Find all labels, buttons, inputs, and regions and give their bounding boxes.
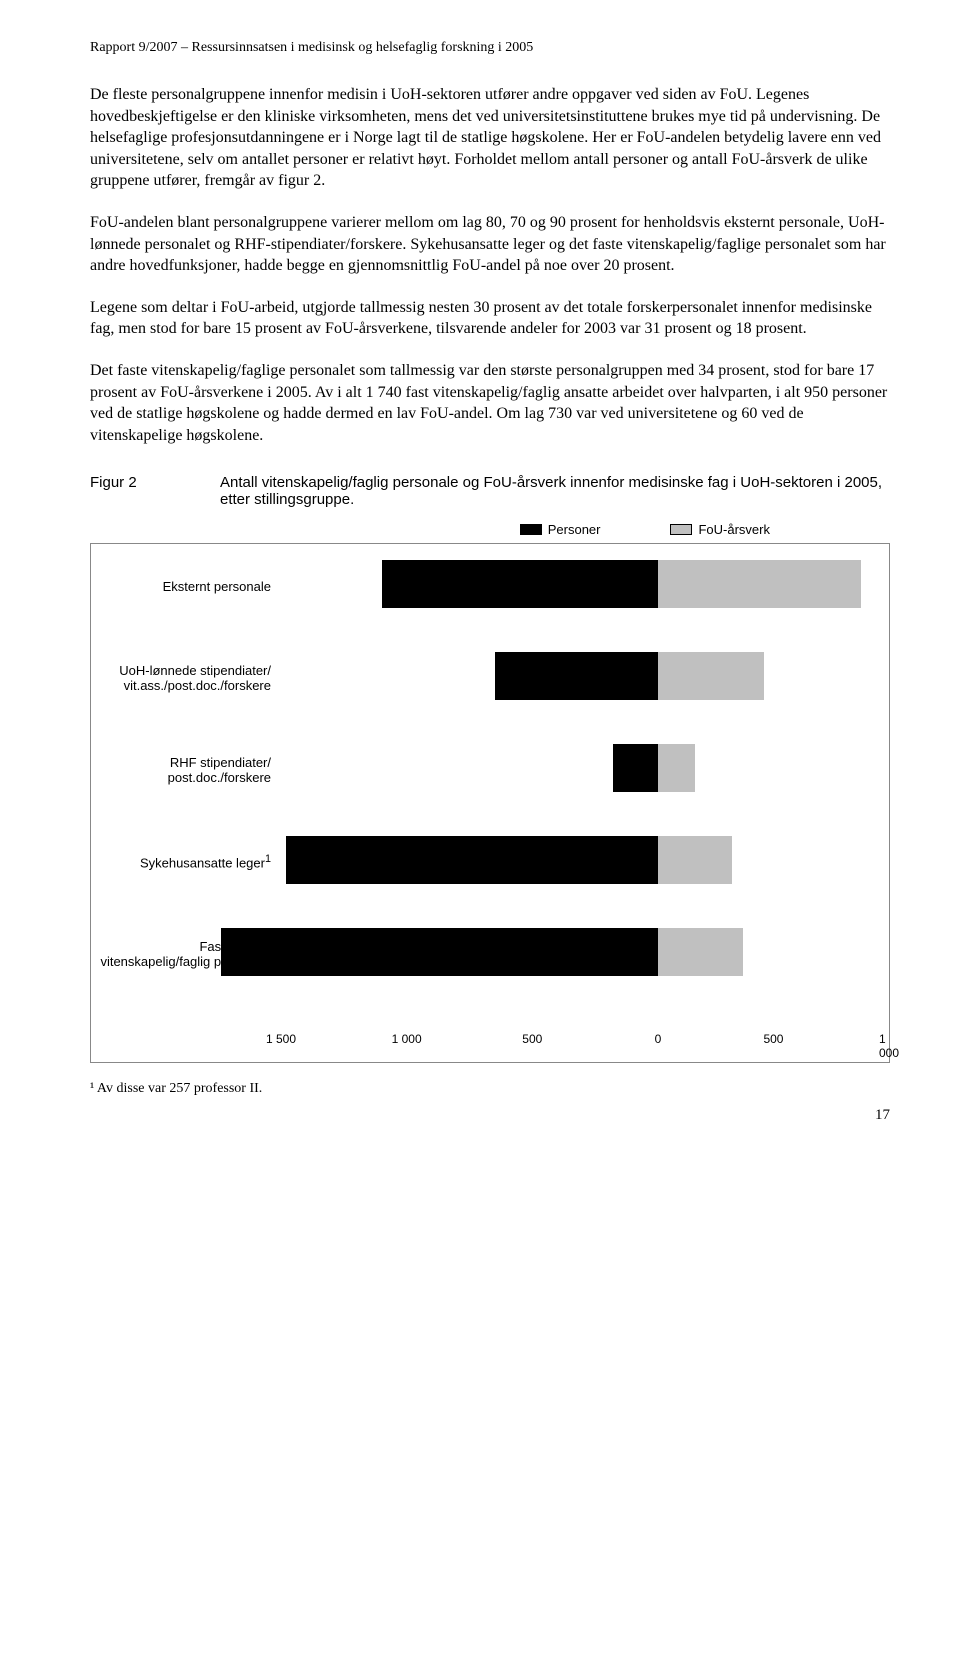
legend-label-fou: FoU-årsverk <box>698 522 770 537</box>
bar-personer <box>286 836 658 884</box>
bar-fou <box>658 836 732 884</box>
chart-row-bars <box>281 740 889 800</box>
chart-row: Fast ansatte vitenskapelig/faglig person… <box>91 924 889 984</box>
bar-personer <box>495 652 658 700</box>
chart-row-label: Sykehusansatte leger1 <box>91 853 281 871</box>
chart-legend: Personer FoU-årsverk <box>90 522 890 537</box>
page-number: 17 <box>90 1107 890 1124</box>
legend-personer: Personer <box>520 522 601 537</box>
chart-row-bars <box>281 648 889 708</box>
figure-label: Figur 2 <box>90 474 220 508</box>
paragraph-3: Legene som deltar i FoU-arbeid, utgjorde… <box>90 297 890 340</box>
axis-tick: 500 <box>763 1032 783 1046</box>
bar-fou <box>658 744 695 792</box>
figure-caption-text: Antall vitenskapelig/faglig personale og… <box>220 474 890 508</box>
chart-row-bars <box>281 832 889 892</box>
paragraph-1: De fleste personalgruppene innenfor medi… <box>90 84 890 192</box>
chart-row-label: UoH-lønnede stipendiater/ vit.ass./post.… <box>91 663 281 694</box>
axis-tick: 1 000 <box>879 1032 899 1060</box>
legend-swatch-personer <box>520 524 542 535</box>
chart-plot-area: Eksternt personale UoH-lønnede stipendiat… <box>90 543 890 1063</box>
bar-fou <box>658 652 764 700</box>
legend-swatch-fou <box>670 524 692 535</box>
report-header: Rapport 9/2007 – Ressursinnsatsen i medi… <box>90 40 890 56</box>
chart-row: UoH-lønnede stipendiater/ vit.ass./post.… <box>91 648 889 708</box>
chart-row-label: Eksternt personale <box>91 579 281 595</box>
bar-personer <box>221 928 658 976</box>
bar-personer <box>613 744 658 792</box>
axis-tick: 500 <box>522 1032 542 1046</box>
axis-tick: 1 000 <box>392 1032 422 1046</box>
paragraph-4: Det faste vitenskapelig/faglige personal… <box>90 360 890 446</box>
chart-row-bars <box>281 556 889 616</box>
figure-footnote: ¹ Av disse var 257 professor II. <box>90 1081 890 1097</box>
legend-fou: FoU-årsverk <box>670 522 770 537</box>
chart-row: RHF stipendiater/ post.doc./forskere <box>91 740 889 800</box>
bar-fou <box>658 560 861 608</box>
axis-tick: 1 500 <box>266 1032 296 1046</box>
bar-personer <box>382 560 658 608</box>
chart-row: Eksternt personale <box>91 556 889 616</box>
axis-tick: 0 <box>655 1032 662 1046</box>
paragraph-2: FoU-andelen blant personalgruppene varie… <box>90 212 890 277</box>
chart-x-axis: 1 5001 00050005001 000 <box>281 1026 889 1056</box>
chart-row: Sykehusansatte leger1 <box>91 832 889 892</box>
chart-row-label: RHF stipendiater/ post.doc./forskere <box>91 755 281 786</box>
figure-caption: Figur 2 Antall vitenskapelig/faglig pers… <box>90 474 890 508</box>
bar-fou <box>658 928 743 976</box>
chart-container: Personer FoU-årsverk Eksternt personale U… <box>90 522 890 1063</box>
legend-label-personer: Personer <box>548 522 601 537</box>
chart-row-bars <box>281 924 889 984</box>
